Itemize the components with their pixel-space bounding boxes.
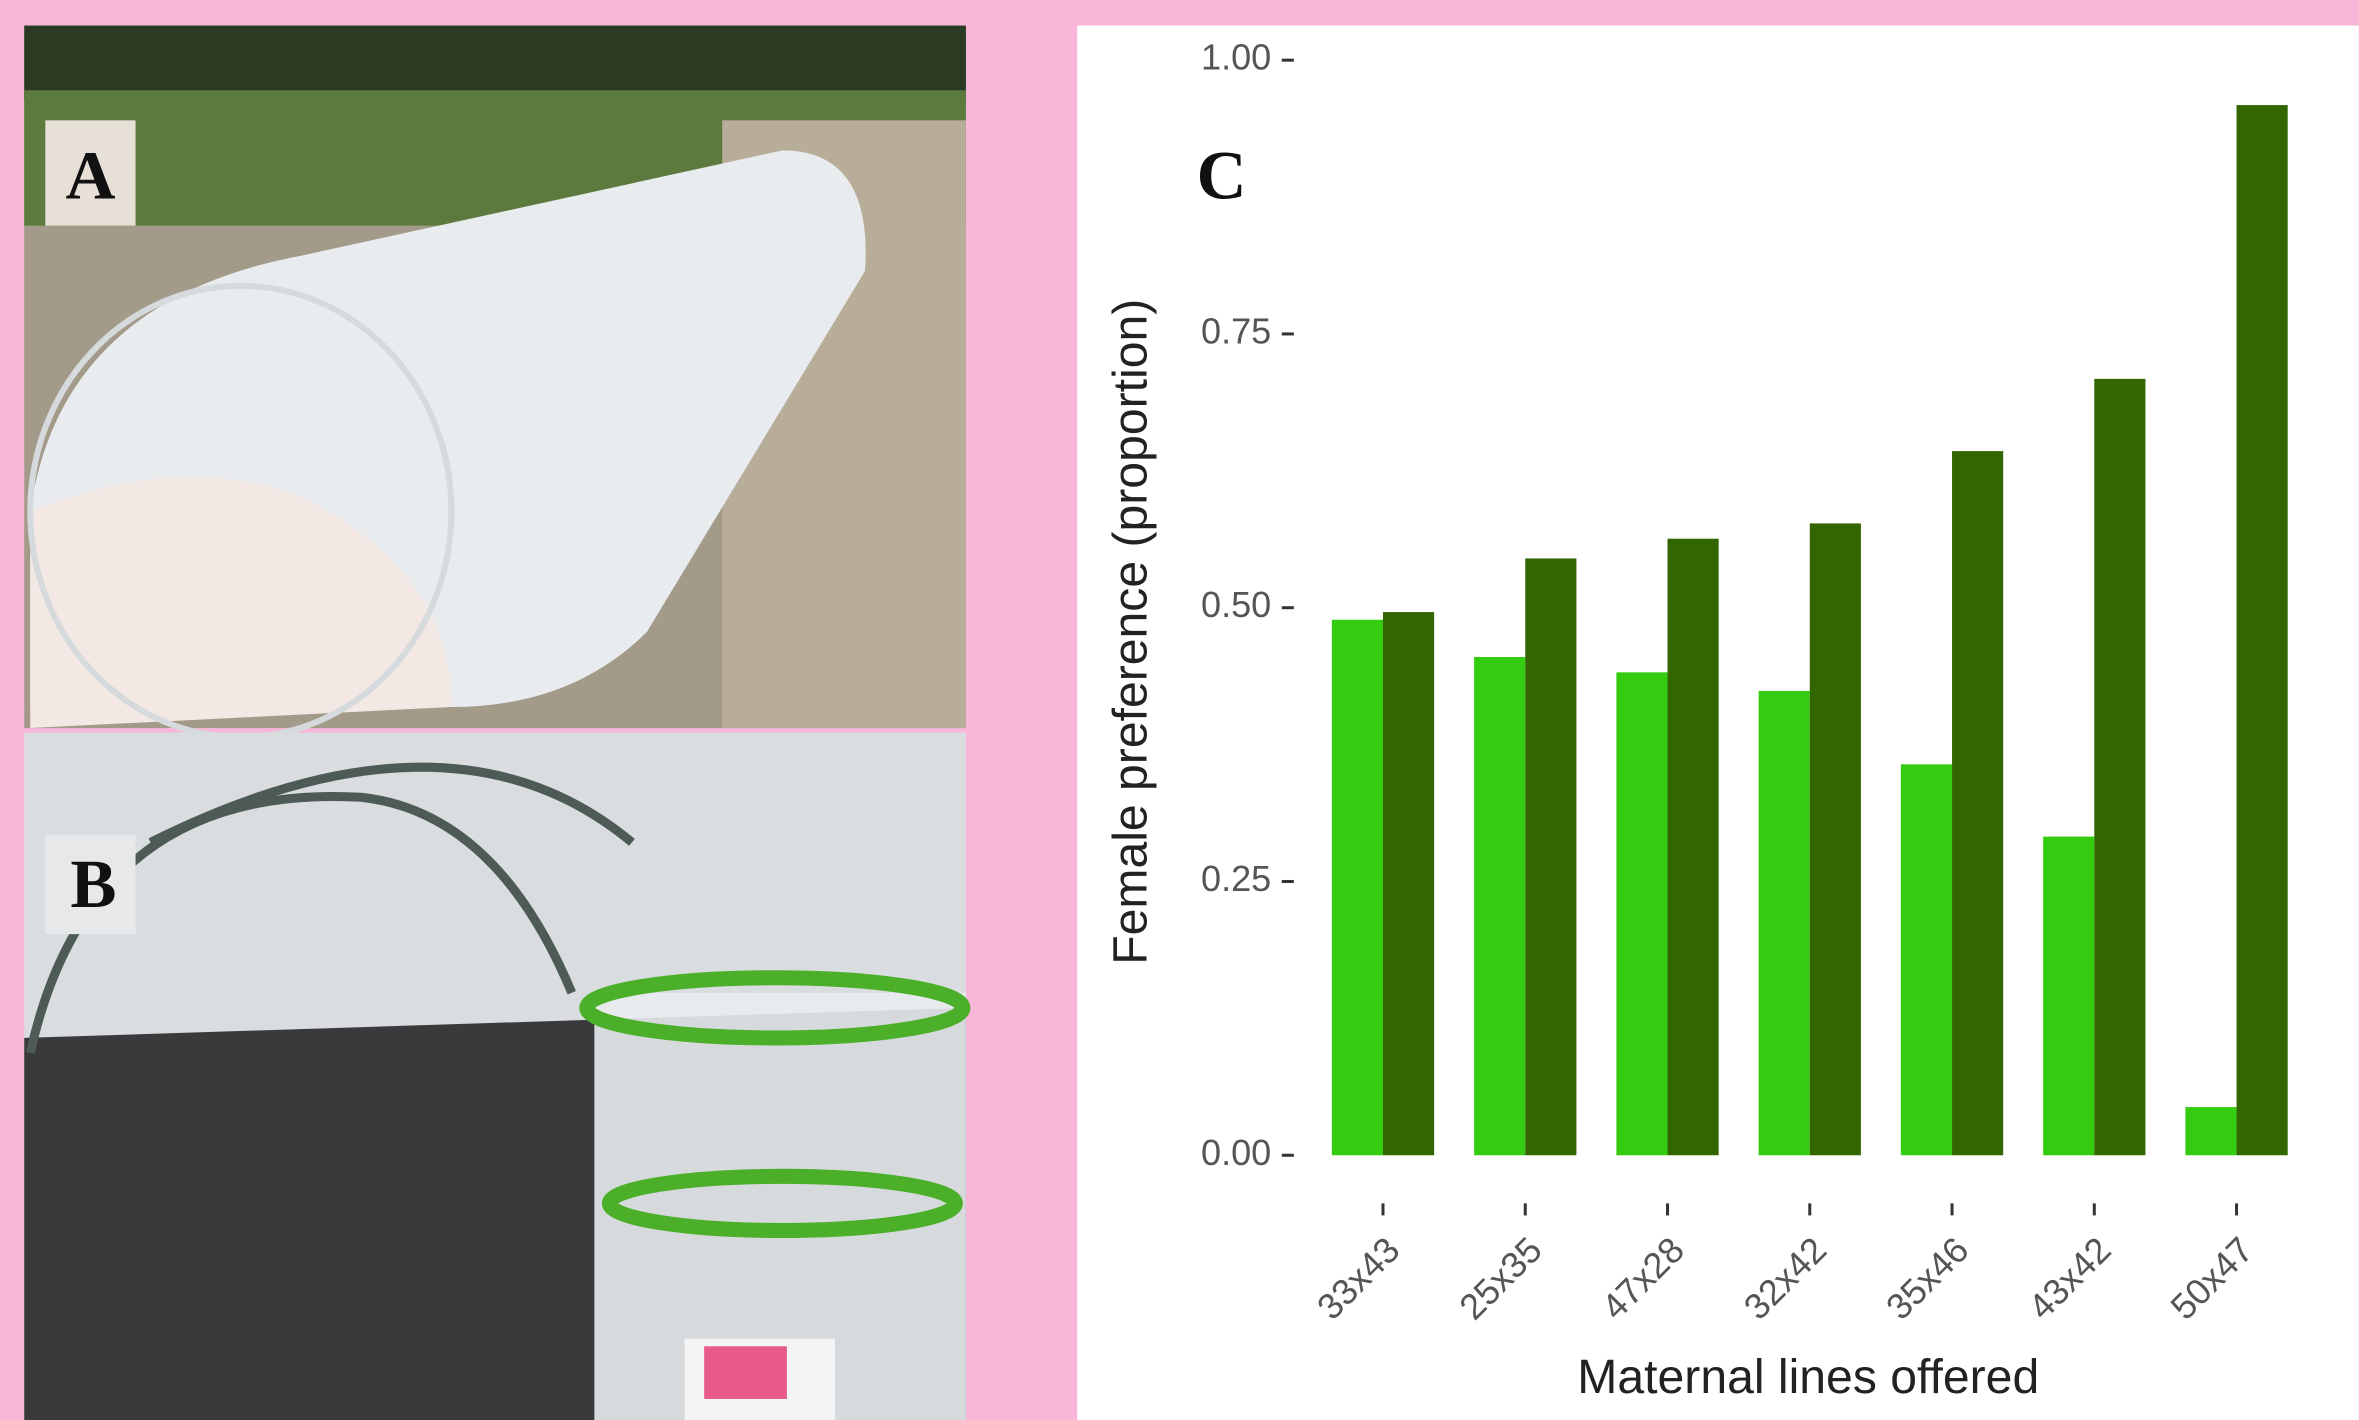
y-tick-label: 0.50 xyxy=(1201,584,1271,625)
bar xyxy=(1901,764,1952,1155)
photo-a: A xyxy=(24,26,966,738)
bar xyxy=(2237,105,2288,1155)
bar xyxy=(2043,837,2094,1156)
bar xyxy=(1952,451,2003,1155)
panel-label: C xyxy=(1197,137,1247,214)
y-tick-label: 0.00 xyxy=(1201,1132,1271,1173)
y-axis-title: Female preference (proportion) xyxy=(1103,299,1157,965)
bar xyxy=(1616,672,1667,1155)
bar xyxy=(1474,657,1525,1155)
y-tick-label: 0.25 xyxy=(1201,858,1271,899)
bar xyxy=(1759,691,1810,1155)
panel-label: A xyxy=(65,137,115,214)
panel-label: B xyxy=(70,845,116,922)
bar xyxy=(1810,523,1861,1155)
figure: A B C Maternal lines offered Female pref… xyxy=(0,0,2359,1420)
y-tick-label: 1.00 xyxy=(1201,37,1271,78)
photo-b: B xyxy=(24,733,966,1420)
bar xyxy=(1668,539,1719,1156)
x-axis-title: Maternal lines offered xyxy=(1577,1350,2039,1404)
y-tick-label: 0.75 xyxy=(1201,310,1271,351)
bar xyxy=(1383,612,1434,1155)
bar xyxy=(1332,620,1383,1155)
bar xyxy=(2094,379,2145,1155)
bar xyxy=(1525,558,1576,1155)
bar xyxy=(2185,1107,2236,1155)
